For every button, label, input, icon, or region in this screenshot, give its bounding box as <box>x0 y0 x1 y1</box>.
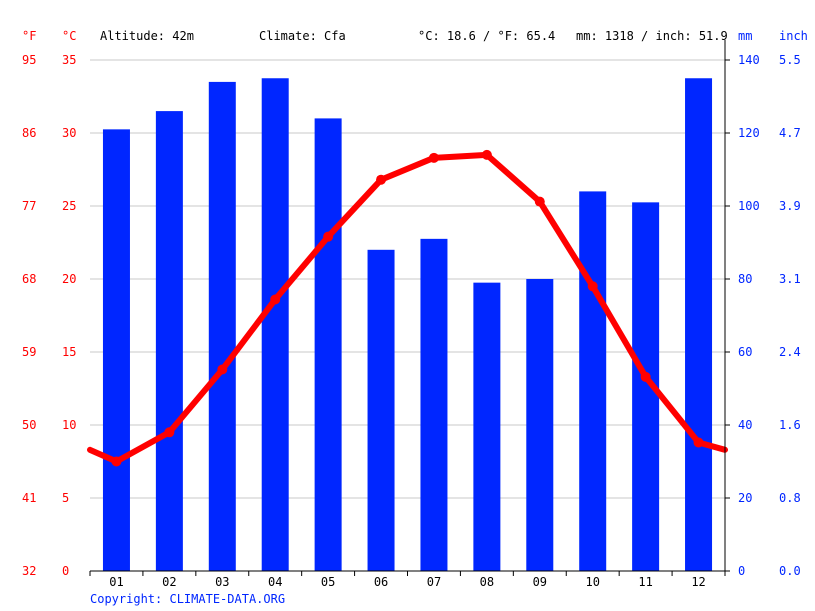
month-label: 09 <box>533 575 547 589</box>
month-label: 12 <box>691 575 705 589</box>
tick-label-mm: 100 <box>738 199 760 213</box>
month-label: 06 <box>374 575 388 589</box>
grid-lines <box>90 59 725 499</box>
month-label: 03 <box>215 575 229 589</box>
tick-label-fahrenheit: 50 <box>22 418 36 432</box>
tick-label-fahrenheit: 32 <box>22 564 36 578</box>
climate-label: Climate: Cfa <box>259 29 346 43</box>
precipitation-bar <box>367 249 395 572</box>
temperature-point <box>323 231 334 242</box>
tick-label-fahrenheit: 41 <box>22 491 36 505</box>
temperature-point <box>376 174 387 185</box>
precipitation-bar <box>261 78 289 571</box>
month-label: 10 <box>585 575 599 589</box>
precipitation-bar <box>526 279 554 571</box>
tick-label-celsius: 20 <box>62 272 76 286</box>
unit-celsius-label: °C <box>62 29 76 43</box>
axes <box>89 40 730 576</box>
precipitation-total-label: mm: 1318 / inch: 51.9 <box>576 29 728 43</box>
tick-label-celsius: 30 <box>62 126 76 140</box>
temperature-average-label: °C: 18.6 / °F: 65.4 <box>418 29 555 43</box>
temperature-point <box>534 196 545 207</box>
copyright-label: Copyright: CLIMATE-DATA.ORG <box>90 592 285 606</box>
temperature-point <box>481 149 492 160</box>
precipitation-bar <box>685 78 713 571</box>
tick-label-celsius: 5 <box>62 491 69 505</box>
tick-label-inch: 3.1 <box>779 272 801 286</box>
tick-label-mm: 40 <box>738 418 752 432</box>
precipitation-bar <box>208 81 236 572</box>
tick-label-inch: 2.4 <box>779 345 801 359</box>
precipitation-bar <box>579 191 607 571</box>
tick-label-inch: 5.5 <box>779 53 801 67</box>
temperature-point <box>693 437 704 448</box>
tick-label-mm: 60 <box>738 345 752 359</box>
tick-label-mm: 140 <box>738 53 760 67</box>
tick-label-mm: 0 <box>738 564 745 578</box>
tick-label-inch: 1.6 <box>779 418 801 432</box>
month-label: 07 <box>427 575 441 589</box>
temperature-point <box>111 456 122 467</box>
precipitation-bar <box>314 118 342 572</box>
month-label: 08 <box>480 575 494 589</box>
tick-label-celsius: 10 <box>62 418 76 432</box>
temperature-point <box>587 281 598 292</box>
precipitation-bar <box>473 282 501 571</box>
tick-label-fahrenheit: 86 <box>22 126 36 140</box>
temperature-point <box>217 364 228 375</box>
tick-label-fahrenheit: 59 <box>22 345 36 359</box>
tick-label-inch: 0.0 <box>779 564 801 578</box>
temperature-line <box>87 149 728 467</box>
precipitation-bar <box>420 238 448 571</box>
tick-label-celsius: 0 <box>62 564 69 578</box>
tick-label-mm: 80 <box>738 272 752 286</box>
tick-label-inch: 3.9 <box>779 199 801 213</box>
temperature-series-line <box>87 151 728 465</box>
tick-label-celsius: 15 <box>62 345 76 359</box>
tick-label-mm: 120 <box>738 126 760 140</box>
temperature-point <box>164 427 175 438</box>
tick-labels: 32 0 0 0.0 41 5 20 0.8 50 10 40 1.6 59 15 60 2.4 68 20 80 3… <box>22 53 801 589</box>
temperature-point <box>270 294 281 305</box>
precipitation-bar <box>155 111 183 571</box>
tick-label-inch: 0.8 <box>779 491 801 505</box>
precipitation-bars <box>102 78 713 572</box>
precipitation-bar <box>102 129 130 571</box>
tick-label-fahrenheit: 95 <box>22 53 36 67</box>
tick-label-celsius: 35 <box>62 53 76 67</box>
temperature-point <box>640 371 651 382</box>
tick-label-mm: 20 <box>738 491 752 505</box>
unit-mm-label: mm <box>738 29 752 43</box>
tick-label-fahrenheit: 77 <box>22 199 36 213</box>
month-label: 05 <box>321 575 335 589</box>
altitude-label: Altitude: 42m <box>100 29 194 43</box>
month-label: 01 <box>109 575 123 589</box>
temperature-point <box>428 152 439 163</box>
month-label: 02 <box>162 575 176 589</box>
tick-label-fahrenheit: 68 <box>22 272 36 286</box>
tick-label-inch: 4.7 <box>779 126 801 140</box>
tick-label-celsius: 25 <box>62 199 76 213</box>
unit-fahrenheit-label: °F <box>22 29 36 43</box>
month-label: 04 <box>268 575 282 589</box>
month-label: 11 <box>638 575 652 589</box>
unit-inch-label: inch <box>779 29 808 43</box>
